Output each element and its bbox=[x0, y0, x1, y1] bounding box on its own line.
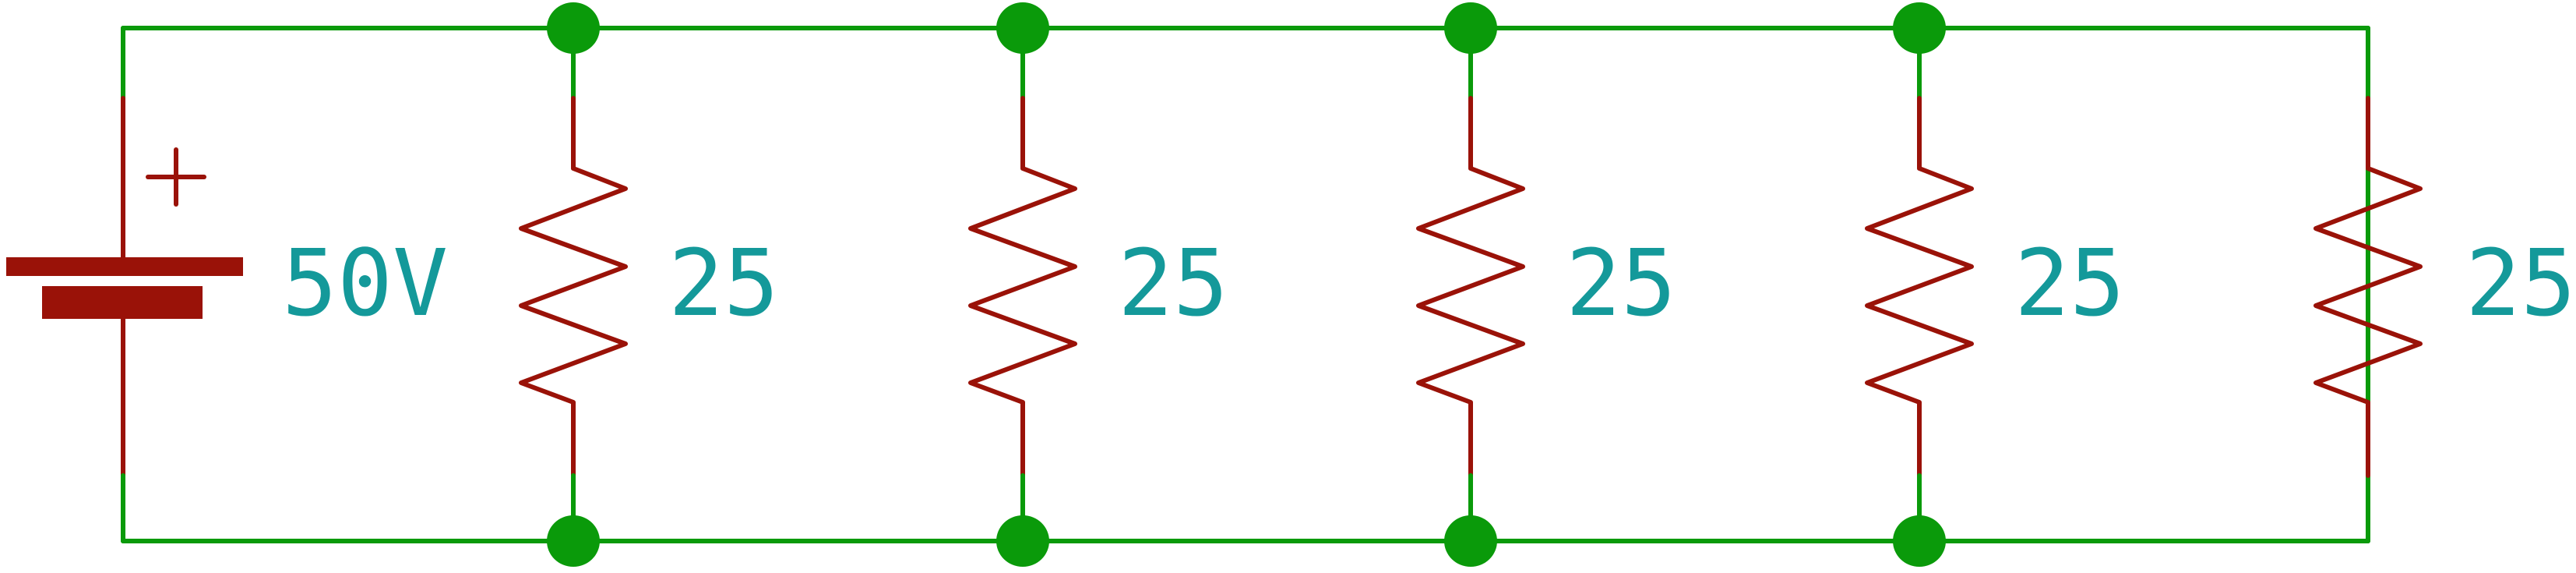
battery-voltage-label: 50V bbox=[282, 229, 448, 337]
junction-dot bbox=[1444, 515, 1497, 567]
junction-dot bbox=[547, 515, 600, 567]
battery-50v: 50V bbox=[6, 26, 448, 543]
positive-terminal-icon bbox=[146, 147, 206, 207]
resistor-1: 25 bbox=[519, 26, 779, 543]
battery-positive-plate bbox=[6, 257, 243, 276]
junction-dots bbox=[547, 2, 1946, 567]
resistor-3-value-label: 25 bbox=[1566, 229, 1676, 337]
junction-dot bbox=[1893, 2, 1946, 54]
resistor-3: 25 bbox=[1416, 26, 1676, 543]
resistor-5-value-label: 25 bbox=[2465, 229, 2576, 337]
junction-dot bbox=[996, 515, 1049, 567]
junction-dot bbox=[1444, 2, 1497, 54]
junction-dot bbox=[547, 2, 600, 54]
resistor-4-value-label: 25 bbox=[2014, 229, 2125, 337]
resistor-2-value-label: 25 bbox=[1118, 229, 1228, 337]
resistor-1-value-label: 25 bbox=[668, 229, 779, 337]
junction-dot bbox=[996, 2, 1049, 54]
resistor-4: 25 bbox=[1865, 26, 2125, 543]
resistor-2: 25 bbox=[968, 26, 1228, 543]
junction-dot bbox=[1893, 515, 1946, 567]
battery-negative-plate bbox=[42, 286, 203, 319]
resistor-5: 25 bbox=[2313, 96, 2576, 478]
